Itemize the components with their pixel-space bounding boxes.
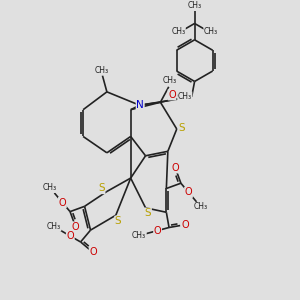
Text: S: S	[179, 122, 185, 133]
Text: S: S	[98, 184, 105, 194]
Text: O: O	[185, 187, 192, 197]
Text: N: N	[136, 100, 144, 110]
Text: CH₃: CH₃	[132, 231, 146, 240]
Text: CH₃: CH₃	[204, 27, 218, 36]
Text: CH₃: CH₃	[178, 92, 192, 101]
Text: O: O	[154, 226, 161, 236]
Text: CH₃: CH₃	[162, 76, 176, 85]
Text: O: O	[181, 220, 189, 230]
Text: O: O	[89, 248, 97, 257]
Text: O: O	[58, 197, 66, 208]
Text: CH₃: CH₃	[194, 202, 208, 211]
Text: O: O	[172, 163, 179, 173]
Text: CH₃: CH₃	[47, 222, 61, 231]
Text: O: O	[72, 222, 80, 232]
Text: CH₃: CH₃	[171, 27, 185, 36]
Text: CH₃: CH₃	[188, 1, 202, 10]
Text: CH₃: CH₃	[43, 183, 57, 192]
Text: O: O	[67, 231, 74, 241]
Text: CH₃: CH₃	[94, 66, 109, 75]
Text: S: S	[145, 208, 151, 218]
Text: O: O	[168, 90, 176, 100]
Text: S: S	[115, 216, 122, 226]
